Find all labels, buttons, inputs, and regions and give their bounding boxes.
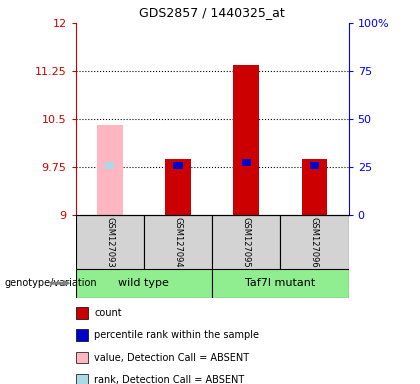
Text: genotype/variation: genotype/variation bbox=[4, 278, 97, 288]
Bar bbox=[105, 162, 114, 169]
Text: GSM127093: GSM127093 bbox=[105, 217, 114, 267]
Text: GSM127096: GSM127096 bbox=[310, 217, 319, 267]
Bar bbox=[310, 162, 319, 169]
Text: value, Detection Call = ABSENT: value, Detection Call = ABSENT bbox=[94, 353, 249, 362]
Bar bbox=[97, 126, 123, 215]
Bar bbox=[144, 215, 212, 269]
Bar bbox=[302, 159, 328, 215]
Bar bbox=[281, 215, 349, 269]
Bar bbox=[76, 215, 144, 269]
Bar bbox=[212, 215, 281, 269]
Text: percentile rank within the sample: percentile rank within the sample bbox=[94, 330, 260, 340]
Bar bbox=[165, 159, 191, 215]
Bar bbox=[233, 65, 259, 215]
Text: count: count bbox=[94, 308, 122, 318]
Bar bbox=[76, 269, 212, 298]
Text: GSM127095: GSM127095 bbox=[242, 217, 251, 267]
Text: Taf7l mutant: Taf7l mutant bbox=[245, 278, 315, 288]
Bar bbox=[173, 162, 183, 169]
Bar bbox=[212, 269, 349, 298]
Title: GDS2857 / 1440325_at: GDS2857 / 1440325_at bbox=[139, 6, 285, 19]
Bar bbox=[241, 159, 251, 166]
Text: wild type: wild type bbox=[118, 278, 169, 288]
Text: rank, Detection Call = ABSENT: rank, Detection Call = ABSENT bbox=[94, 375, 245, 384]
Text: GSM127094: GSM127094 bbox=[173, 217, 182, 267]
